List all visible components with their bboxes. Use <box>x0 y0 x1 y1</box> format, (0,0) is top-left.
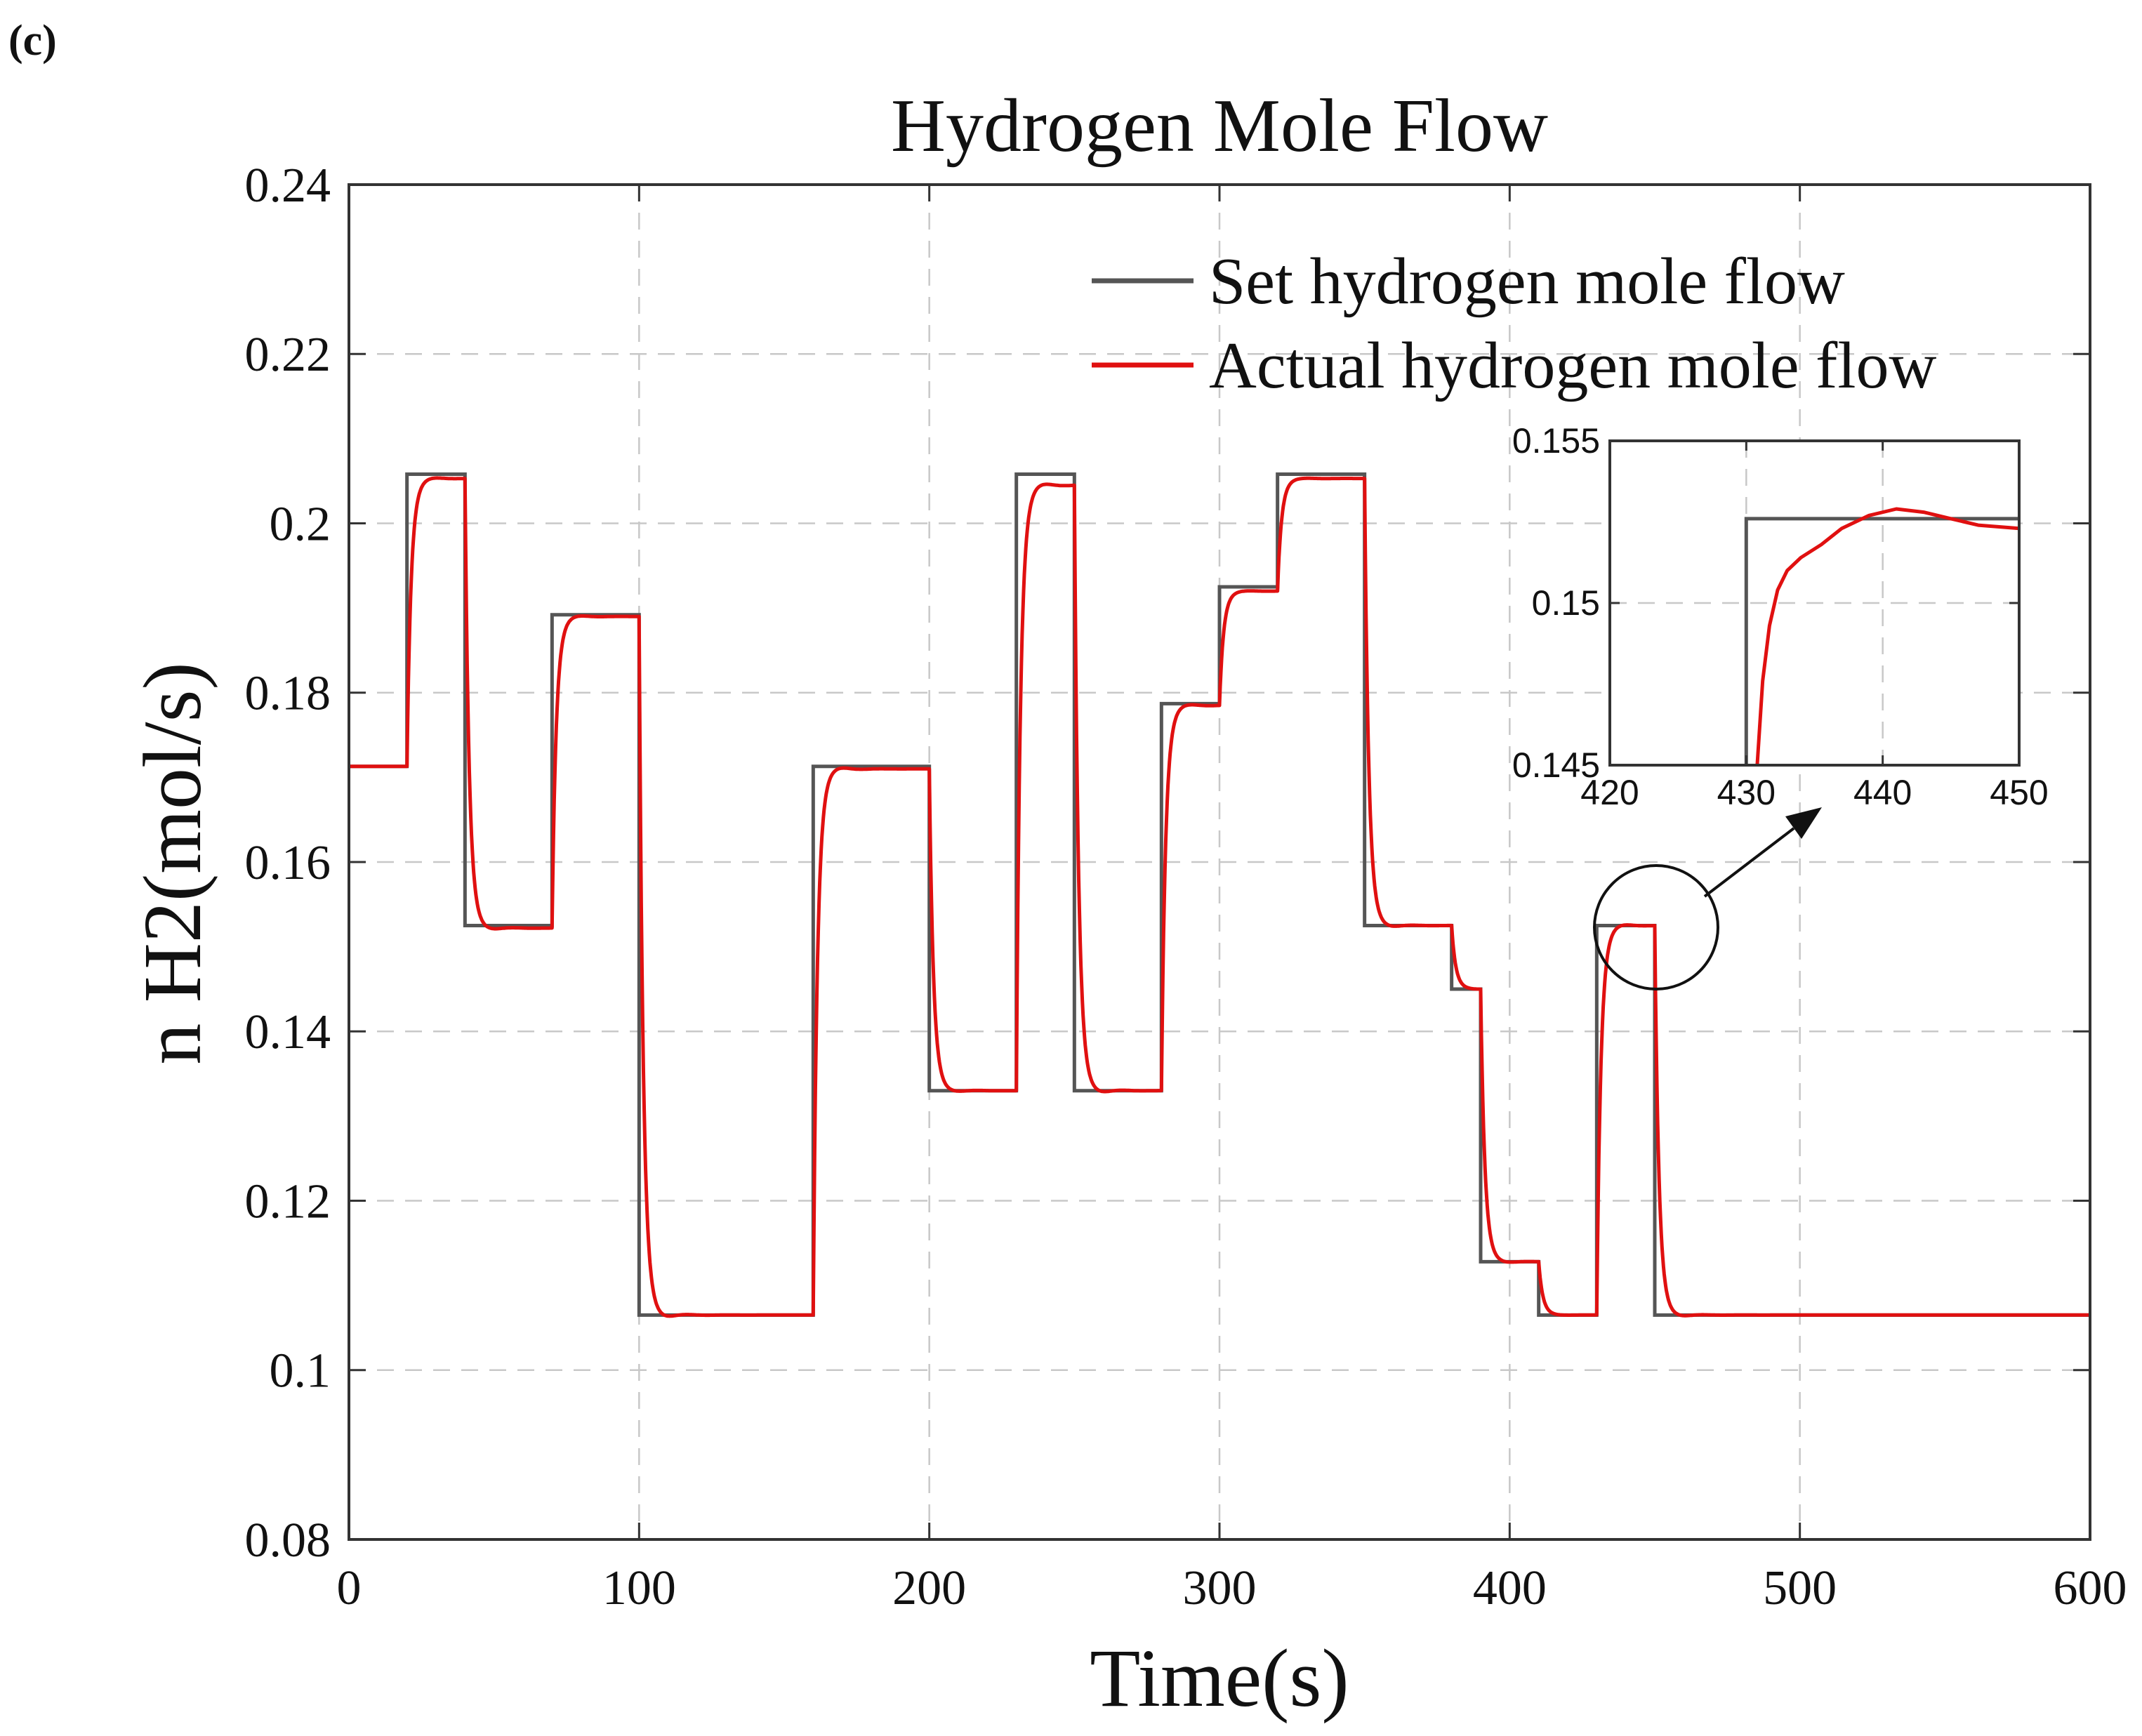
inset-series <box>1744 507 2019 765</box>
zoom-arrow-head <box>1785 807 1822 839</box>
x-tick-label: 430 <box>1717 773 1776 812</box>
y-tick-label: 0.155 <box>1512 421 1600 460</box>
series-actual-line <box>348 476 2091 1318</box>
inset-x-tick-labels: 420 430 440 450 <box>1580 773 2048 812</box>
y-tick-label: 0.24 <box>245 159 331 213</box>
x-tick-label: 450 <box>1990 773 2048 812</box>
inset-ticks <box>1608 439 2021 767</box>
x-tick-label: 300 <box>1183 1561 1257 1615</box>
main-x-tick-labels: 0 100 200 300 400 500 600 <box>337 1561 2127 1615</box>
x-tick-label: 100 <box>602 1561 676 1615</box>
y-tick-label: 0.16 <box>245 836 331 890</box>
y-tick-label: 0.22 <box>245 328 331 382</box>
y-tick-label: 0.08 <box>245 1513 331 1568</box>
x-tick-label: 600 <box>2054 1561 2127 1615</box>
inset-y-tick-labels: 0.145 0.15 0.155 <box>1512 421 1600 785</box>
inset-grid <box>1610 441 2019 765</box>
chart-title: Hydrogen Mole Flow <box>891 84 1548 168</box>
legend-label-set: Set hydrogen mole flow <box>1209 245 1845 318</box>
main-series <box>348 472 2091 1318</box>
x-axis-label: Time(s) <box>1090 1632 1349 1724</box>
y-tick-label: 0.12 <box>245 1174 331 1228</box>
zoom-circle <box>1593 864 1719 990</box>
x-tick-label: 400 <box>1473 1561 1547 1615</box>
legend: Set hydrogen mole flow Actual hydrogen m… <box>1092 245 1936 402</box>
x-tick-label: 200 <box>892 1561 966 1615</box>
x-tick-label: 500 <box>1763 1561 1837 1615</box>
y-tick-label: 0.15 <box>1532 583 1600 623</box>
main-y-tick-labels: 0.08 0.1 0.12 0.14 0.16 0.18 0.2 0.22 0.24 <box>245 159 331 1568</box>
inset-series-set-line <box>1744 517 2019 765</box>
y-tick-label: 0.1 <box>270 1344 331 1398</box>
x-tick-label: 0 <box>337 1561 362 1615</box>
y-tick-label: 0.14 <box>245 1005 331 1059</box>
legend-label-actual: Actual hydrogen mole flow <box>1209 329 1936 402</box>
y-axis-label: n H2(mol/s) <box>126 662 218 1065</box>
y-tick-label: 0.145 <box>1512 746 1600 785</box>
x-tick-label: 440 <box>1853 773 1912 812</box>
main-ticks <box>348 183 2091 1541</box>
panel-label: (c) <box>8 17 57 65</box>
x-tick-label: 420 <box>1580 773 1639 812</box>
zoom-arrow-line <box>1703 827 1795 898</box>
inset-series-actual-line <box>1755 507 2019 765</box>
y-tick-label: 0.2 <box>270 497 331 551</box>
y-tick-label: 0.18 <box>245 667 331 721</box>
